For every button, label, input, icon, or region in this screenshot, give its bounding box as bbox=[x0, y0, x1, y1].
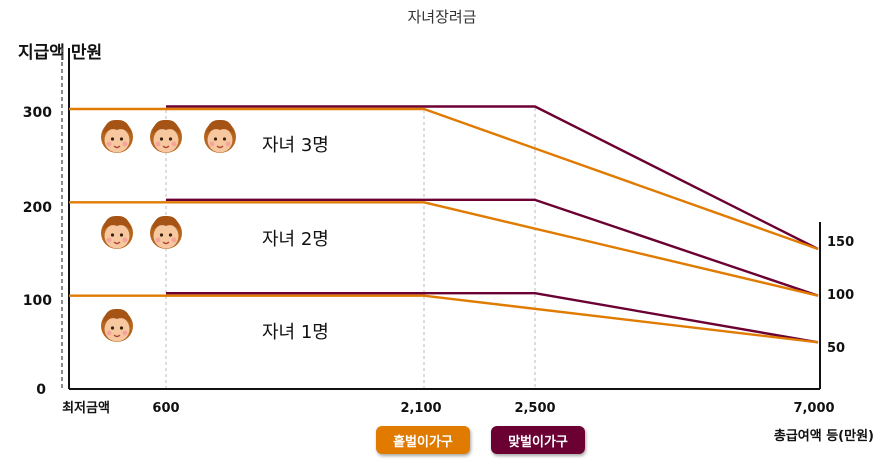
y-axis-label: 지급액 만원 bbox=[18, 43, 102, 63]
series-line-single-2 bbox=[69, 201, 819, 297]
child-face-icon bbox=[100, 119, 134, 154]
group-label-3-children: 자녀 3명 bbox=[262, 135, 329, 156]
child-face-icon bbox=[100, 308, 134, 343]
x-tick-label-2100: 2,100 bbox=[400, 401, 441, 416]
child-face-icon bbox=[203, 119, 237, 154]
x-axis-label: 총급여액 등(만원) bbox=[774, 428, 874, 444]
series-line-dual-3 bbox=[166, 105, 819, 251]
right-tick-label-50: 50 bbox=[827, 341, 845, 356]
y-tick-label-0: 0 bbox=[36, 382, 46, 398]
chart-title: 자녀장려금 bbox=[407, 8, 476, 26]
x-tick-label-7000: 7,000 bbox=[793, 401, 834, 416]
series-line-dual-1 bbox=[166, 291, 819, 344]
x-tick-label-min: 최저금액 bbox=[62, 401, 110, 416]
right-tick-label-150: 150 bbox=[827, 235, 854, 250]
legend-dual-earner: 맞벌이가구 bbox=[491, 426, 585, 454]
series-line-single-3 bbox=[69, 107, 819, 251]
legend-single-earner: 홑벌이가구 bbox=[376, 426, 470, 454]
y-tick-label-200: 200 bbox=[23, 200, 52, 216]
child-icons-3 bbox=[100, 119, 237, 154]
group-label-1-child: 자녀 1명 bbox=[262, 322, 329, 343]
y-tick-label-100: 100 bbox=[23, 293, 52, 309]
child-icons-2 bbox=[100, 215, 183, 250]
series-line-dual-2 bbox=[166, 198, 819, 297]
x-tick-label-2500: 2,500 bbox=[514, 401, 555, 416]
child-icons-1 bbox=[100, 308, 134, 343]
y-tick-label-300: 300 bbox=[23, 105, 52, 121]
right-tick-label-100: 100 bbox=[827, 288, 854, 303]
group-label-2-children: 자녀 2명 bbox=[262, 229, 329, 250]
child-face-icon bbox=[149, 119, 183, 154]
child-face-icon bbox=[149, 215, 183, 250]
series-layer bbox=[69, 105, 819, 344]
series-line-single-1 bbox=[69, 294, 819, 344]
x-tick-label-600: 600 bbox=[152, 401, 179, 416]
child-face-icon bbox=[100, 215, 134, 250]
